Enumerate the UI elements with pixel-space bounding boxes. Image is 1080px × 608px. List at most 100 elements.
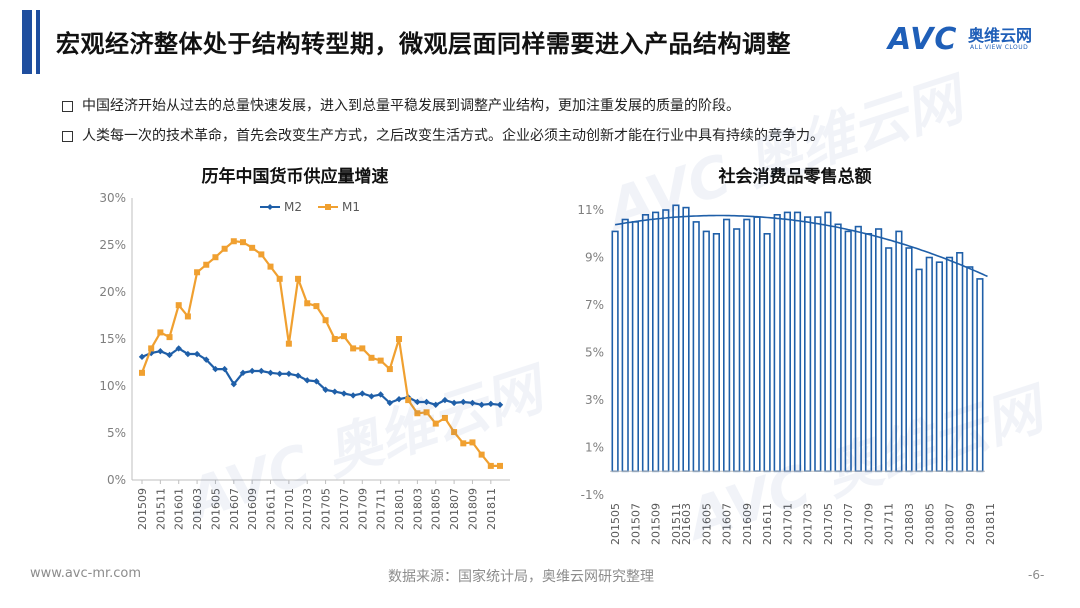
data-point-m2 xyxy=(285,370,293,377)
x-tick-label: 201511 xyxy=(154,488,167,530)
data-point-m1 xyxy=(203,261,210,268)
bullet-item: 中国经济开始从过去的总量快速发展，进入到总量平稳发展到调整产业结构，更加注重发展… xyxy=(62,96,824,126)
logo-avc-text: AVC xyxy=(888,22,958,57)
square-bullet-icon xyxy=(62,101,73,112)
y-tick-label: 15% xyxy=(99,332,126,346)
retail-sales-chart: 社会消费品零售总额 -1% 1% 3% 5% 7% 9% 11% 201505 201507 201… xyxy=(577,166,997,545)
square-bullet-icon xyxy=(62,131,73,142)
x-tick-label: 201709 xyxy=(862,503,875,545)
x-tick-label: 201803 xyxy=(903,503,916,545)
legend-label: M1 xyxy=(342,200,360,214)
data-point-m2 xyxy=(166,351,173,359)
data-point-m2 xyxy=(386,399,394,407)
y-tick-label: 1% xyxy=(585,441,604,455)
bar xyxy=(662,209,670,473)
data-point-m2 xyxy=(221,365,228,373)
data-point-m1 xyxy=(396,336,403,342)
bar xyxy=(743,218,751,473)
y-tick-label: 7% xyxy=(585,298,604,312)
data-point-m1 xyxy=(497,462,503,469)
data-point-m1 xyxy=(267,263,274,270)
bar xyxy=(864,233,873,473)
data-point-m1 xyxy=(148,345,155,352)
trendline xyxy=(614,214,988,278)
bar xyxy=(956,252,964,473)
data-point-m2 xyxy=(322,386,329,393)
bar xyxy=(834,223,842,473)
data-point-m1 xyxy=(478,451,485,458)
x-tick-label: 201603 xyxy=(680,503,693,545)
y-tick-label: 20% xyxy=(99,285,126,299)
data-point-m2 xyxy=(313,378,320,385)
x-tick-label: 201607 xyxy=(228,488,241,530)
data-point-m2 xyxy=(212,365,219,373)
x-tick-label: 201811 xyxy=(984,503,997,545)
data-point-m2 xyxy=(368,393,375,400)
x-tick-label: 201809 xyxy=(466,488,479,530)
bar xyxy=(733,228,741,473)
data-point-m2 xyxy=(138,353,146,361)
x-tick-label: 201711 xyxy=(375,488,388,530)
bullet-text: 人类每一次的技术革命，首先会改变生产方式，之后改变生活方式。企业必须主动创新才能… xyxy=(82,128,824,144)
data-point-m1 xyxy=(249,244,256,251)
bar xyxy=(672,204,680,473)
data-point-m2 xyxy=(203,356,210,363)
x-tick-label: 201805 xyxy=(430,488,443,530)
bar xyxy=(915,268,923,473)
data-point-m2 xyxy=(331,388,338,395)
legend-label: M2 xyxy=(284,200,302,214)
data-point-m1 xyxy=(175,302,182,309)
data-point-m1 xyxy=(322,317,329,324)
bar xyxy=(641,213,650,473)
bar xyxy=(682,206,690,473)
x-tick-label: 201507 xyxy=(629,503,642,545)
bar xyxy=(763,233,771,473)
bar xyxy=(723,218,731,473)
data-point-m1 xyxy=(139,369,145,376)
data-point-m1 xyxy=(423,409,430,416)
data-point-m2 xyxy=(469,399,476,407)
x-tick-label: 201807 xyxy=(944,503,957,545)
data-point-m1 xyxy=(359,345,366,352)
logo-cn-text: 奥维云网 xyxy=(968,26,1033,45)
data-point-m1 xyxy=(368,354,375,361)
data-point-m1 xyxy=(157,329,164,336)
x-tick-label: 201611 xyxy=(265,488,278,530)
y-tick-label: -1% xyxy=(581,488,604,502)
y-tick-label: 5% xyxy=(107,426,126,440)
data-point-m2 xyxy=(304,377,311,384)
y-tick-label: 5% xyxy=(585,346,604,360)
bar xyxy=(976,278,984,473)
x-tick-label: 201807 xyxy=(448,488,461,530)
x-tick-label: 201609 xyxy=(246,488,259,530)
x-tick-label: 201801 xyxy=(393,488,406,530)
x-tick-label: 201703 xyxy=(301,488,314,530)
x-tick-label: 201805 xyxy=(923,503,936,545)
data-point-m2 xyxy=(414,398,421,406)
y-tick-label: 9% xyxy=(585,251,604,265)
title-accent-bar-thin xyxy=(36,10,40,74)
data-point-m1 xyxy=(386,366,393,373)
x-tick-label: 201607 xyxy=(721,503,734,545)
data-point-m1 xyxy=(414,410,421,417)
data-point-m1 xyxy=(350,345,357,352)
bar xyxy=(773,213,781,473)
data-point-m1 xyxy=(487,462,494,469)
bar xyxy=(611,230,619,473)
chart-title: 社会消费品零售总额 xyxy=(718,166,872,187)
data-point-m1 xyxy=(230,238,237,245)
x-tick-label: 201605 xyxy=(700,503,713,545)
data-point-m1 xyxy=(295,275,302,282)
data-point-m2 xyxy=(230,380,237,388)
x-tick-label: 201707 xyxy=(338,488,351,530)
legend-marker-m2 xyxy=(267,204,273,210)
bullet-item: 人类每一次的技术革命，首先会改变生产方式，之后改变生活方式。企业必须主动创新才能… xyxy=(62,126,824,156)
x-tick-label: 201511 xyxy=(670,503,683,545)
data-point-m2 xyxy=(175,345,182,352)
data-point-m2 xyxy=(487,400,495,408)
x-tick-label: 201811 xyxy=(485,488,498,530)
bar xyxy=(621,218,629,473)
data-point-m2 xyxy=(184,350,192,358)
bar xyxy=(966,266,974,472)
data-point-m1 xyxy=(469,439,476,446)
